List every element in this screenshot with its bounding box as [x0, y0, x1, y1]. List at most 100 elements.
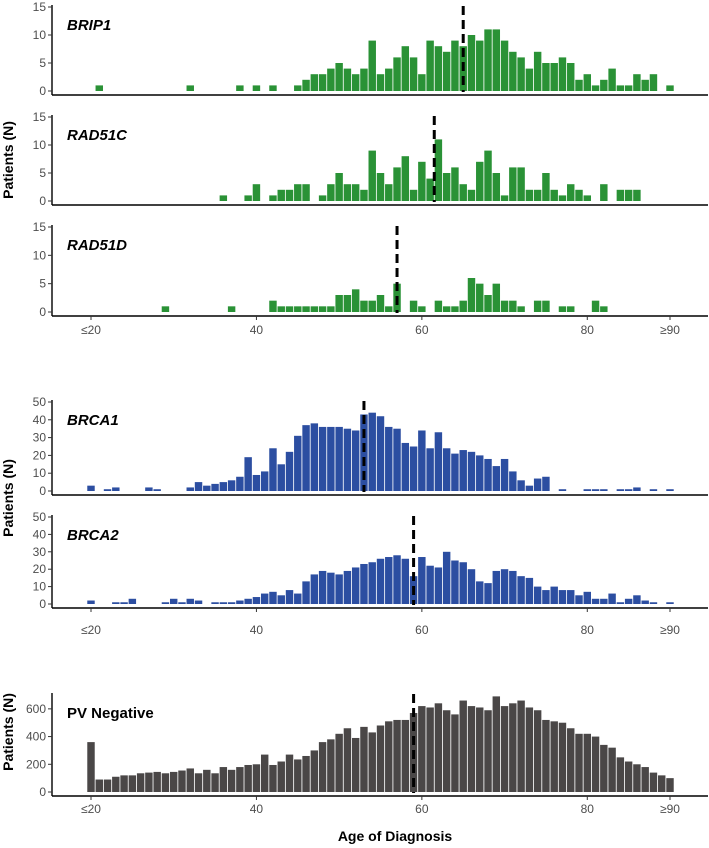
bar-brca1-age-41: [260, 471, 269, 491]
bar-brip1-age-52: [351, 74, 360, 91]
bar-brca2-age-43: [277, 595, 285, 604]
bar-brip1-age-62: [434, 46, 443, 91]
bar-rad51c-age-86: [633, 189, 641, 201]
bar-brip1-age-61: [426, 40, 434, 91]
bar-rad51c-age-42: [269, 195, 277, 201]
bar-rad51c-age-51: [343, 184, 352, 201]
bar-pv-negative-age-30: [169, 771, 178, 792]
bar-rad51c-age-66: [467, 189, 476, 201]
bar-rad51c-age-55: [376, 173, 385, 201]
bar-pv-negative-age-38: [236, 767, 244, 792]
bar-pv-negative-age-56: [385, 721, 393, 792]
y-tick-label-brca2-20: 20: [33, 562, 47, 576]
bar-rad51c-age-69: [492, 173, 501, 201]
bar-rad51c-age-45: [294, 184, 302, 201]
bar-brca2-age-85: [624, 598, 633, 604]
bar-rad51c-age-64: [451, 167, 459, 201]
bar-pv-negative-age-83: [608, 747, 616, 792]
bar-brca2-age-82: [600, 598, 608, 604]
x-tick-label-brca2-80: 80: [581, 623, 595, 637]
bar-brip1-age-53: [360, 68, 368, 91]
bar-rad51d-age-45: [294, 306, 302, 312]
bar-brca1-age-58: [401, 442, 410, 491]
bar-brip1-age-78: [567, 63, 575, 91]
bar-brca2-age-30: [169, 598, 178, 604]
bar-brca1-age-69: [492, 466, 501, 491]
bar-brca1-age-66: [467, 451, 476, 491]
y-tick-label-brca1-40: 40: [33, 413, 47, 427]
bar-brip1-age-90: [666, 85, 674, 91]
bar-brca1-age-42: [269, 448, 277, 491]
bar-pv-negative-age-79: [575, 733, 583, 792]
bar-brca1-age-61: [426, 448, 434, 491]
bar-brip1-age-57: [393, 57, 401, 91]
bar-rad51d-age-52: [351, 289, 360, 312]
bar-brca1-age-51: [343, 428, 352, 491]
bar-pv-negative-age-88: [649, 772, 658, 792]
bar-brip1-age-85: [624, 85, 633, 91]
bar-brca2-age-77: [558, 590, 567, 604]
bar-rad51d-age-64: [451, 306, 459, 312]
y-tick-label-rad51d-0: 0: [39, 305, 46, 319]
panel-rad51d: 0 5 10 15 ≤20 40 60 80 ≥90 RAD51D: [33, 220, 708, 337]
bar-rad51d-age-72: [517, 306, 525, 312]
bar-rad51d-age-44: [285, 306, 294, 312]
bar-brca2-age-36: [219, 602, 228, 604]
bar-pv-negative-age-86: [633, 764, 641, 792]
bar-brip1-age-40: [252, 85, 261, 91]
bar-brip1-age-55: [376, 74, 385, 91]
bar-brip1-age-45: [294, 85, 302, 91]
bar-brca1-age-27: [145, 487, 153, 491]
x-tick-label-rad51d-60: 60: [415, 323, 429, 337]
bar-brca1-age-23: [112, 487, 120, 491]
bar-pv-negative-age-55: [376, 725, 385, 792]
bar-brca1-age-84: [616, 489, 625, 491]
bar-rad51d-age-47: [310, 306, 319, 312]
bar-rad51d-age-68: [484, 295, 492, 312]
x-tick-label-brca2-40: 40: [250, 623, 264, 637]
bar-brca1-age-55: [376, 416, 385, 491]
bar-brca2-age-72: [517, 576, 525, 604]
bar-brip1-age-50: [335, 63, 343, 91]
bar-rad51d-age-66: [467, 278, 476, 312]
bar-brip1-age-46: [302, 79, 310, 91]
x-tick-label-pv-negative-90: ≥90: [660, 802, 680, 816]
bar-brca2-age-56: [385, 557, 393, 604]
bar-brca1-age-46: [302, 425, 310, 491]
y-tick-label-rad51c-10: 10: [33, 138, 47, 152]
bar-rad51c-age-68: [484, 150, 492, 201]
bar-rad51c-age-54: [368, 150, 376, 201]
bar-brca2-age-48: [318, 570, 327, 604]
bar-brca2-age-68: [484, 583, 492, 604]
bar-brip1-age-73: [525, 68, 534, 91]
bar-rad51d-age-56: [385, 306, 393, 312]
bar-brip1-age-84: [616, 85, 625, 91]
bar-brca2-age-73: [525, 577, 534, 604]
bar-rad51d-age-51: [343, 295, 352, 312]
bar-rad51c-age-84: [616, 189, 625, 201]
panel-label-rad51c: RAD51C: [67, 127, 128, 144]
bar-rad51d-age-46: [302, 306, 310, 312]
bar-pv-negative-age-64: [451, 714, 459, 792]
bar-rad51c-age-61: [426, 178, 434, 201]
bar-brca2-age-80: [583, 591, 591, 604]
bar-rad51c-age-80: [583, 195, 591, 201]
bar-rad51c-age-40: [252, 184, 261, 201]
bar-rad51d-age-78: [567, 306, 575, 312]
bar-pv-negative-age-50: [335, 733, 343, 792]
bar-brip1-age-68: [484, 29, 492, 91]
bar-brca1-age-43: [277, 464, 285, 491]
bar-brca2-age-74: [533, 586, 542, 604]
bar-brca2-age-57: [393, 555, 401, 604]
bar-brca1-age-63: [442, 448, 451, 491]
bar-pv-negative-age-70: [500, 706, 509, 792]
bar-rad51d-age-65: [459, 300, 467, 312]
bar-brca2-age-25: [128, 598, 137, 604]
bar-brca2-age-58: [401, 558, 410, 604]
bar-brip1-age-67: [476, 40, 484, 91]
bar-pv-negative-age-43: [277, 761, 285, 792]
bar-rad51d-age-77: [558, 306, 567, 312]
bar-pv-negative-age-62: [434, 703, 443, 792]
bar-brip1-age-83: [608, 68, 616, 91]
bar-rad51c-age-58: [401, 156, 410, 201]
